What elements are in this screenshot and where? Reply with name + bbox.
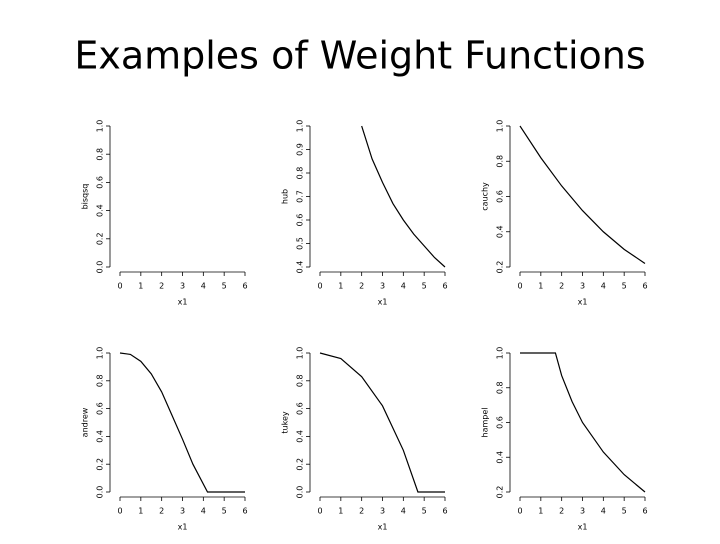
x-tick-label: 4 bbox=[401, 282, 406, 291]
x-tick-label: 6 bbox=[642, 282, 647, 291]
x-tick-label: 2 bbox=[559, 507, 564, 516]
x-tick-label: 4 bbox=[601, 507, 606, 516]
x-tick-label: 5 bbox=[622, 507, 627, 516]
x-tick-label: 4 bbox=[601, 282, 606, 291]
y-tick-label: 0.4 bbox=[296, 261, 305, 274]
y-tick-label: 0.0 bbox=[96, 486, 105, 499]
y-tick-label: 0.8 bbox=[496, 381, 505, 394]
y-tick-label: 0.8 bbox=[496, 155, 505, 168]
x-tick-label: 1 bbox=[538, 282, 543, 291]
y-tick-label: 0.0 bbox=[296, 486, 305, 499]
y-tick-label: 0.6 bbox=[96, 176, 105, 189]
weight-line bbox=[119, 352, 245, 493]
x-tick-label: 0 bbox=[517, 507, 522, 516]
x-tick-label: 0 bbox=[517, 282, 522, 291]
y-tick-label: 0.2 bbox=[496, 261, 505, 274]
y-tick-label: 0.6 bbox=[496, 190, 505, 203]
x-tick-label: 6 bbox=[242, 282, 247, 291]
x-tick-label: 3 bbox=[380, 282, 385, 291]
x-tick-label: 5 bbox=[222, 282, 227, 291]
y-axis-label: hub bbox=[281, 189, 290, 204]
x-tick-label: 3 bbox=[180, 282, 185, 291]
x-tick-label: 0 bbox=[317, 282, 322, 291]
x-tick-label: 1 bbox=[538, 507, 543, 516]
y-tick-label: 0.6 bbox=[496, 416, 505, 429]
x-tick-label: 1 bbox=[138, 282, 143, 291]
x-tick-label: 3 bbox=[380, 507, 385, 516]
y-tick-label: 1.0 bbox=[96, 120, 105, 133]
x-tick-label: 1 bbox=[138, 507, 143, 516]
x-axis-label: x1 bbox=[578, 298, 588, 307]
x-axis-label: x1 bbox=[378, 523, 388, 532]
x-tick-label: 2 bbox=[159, 507, 164, 516]
x-tick-label: 3 bbox=[580, 507, 585, 516]
y-tick-label: 1.0 bbox=[296, 120, 305, 133]
weight-line bbox=[361, 125, 446, 268]
y-tick-label: 1.0 bbox=[496, 347, 505, 360]
y-tick-label: 0.6 bbox=[296, 214, 305, 227]
x-tick-label: 0 bbox=[317, 507, 322, 516]
x-tick-label: 6 bbox=[242, 507, 247, 516]
x-axis-label: x1 bbox=[178, 523, 188, 532]
y-tick-label: 0.2 bbox=[96, 232, 105, 245]
y-tick-label: 0.8 bbox=[96, 148, 105, 161]
y-tick-label: 0.4 bbox=[496, 451, 505, 464]
x-tick-label: 3 bbox=[580, 282, 585, 291]
y-tick-label: 0.9 bbox=[296, 143, 305, 156]
x-tick-label: 1 bbox=[338, 282, 343, 291]
x-tick-label: 5 bbox=[222, 507, 227, 516]
slide-title: Examples of Weight Functions bbox=[74, 34, 645, 78]
x-tick-label: 2 bbox=[559, 282, 564, 291]
x-tick-label: 2 bbox=[359, 507, 364, 516]
y-tick-label: 0.4 bbox=[296, 430, 305, 443]
x-tick-label: 6 bbox=[442, 507, 447, 516]
y-tick-label: 1.0 bbox=[496, 120, 505, 133]
y-tick-label: 0.6 bbox=[296, 402, 305, 415]
y-tick-label: 0.8 bbox=[296, 167, 305, 180]
x-tick-label: 3 bbox=[180, 507, 185, 516]
x-axis-label: x1 bbox=[178, 298, 188, 307]
x-tick-label: 4 bbox=[201, 507, 206, 516]
y-axis-label: andrew bbox=[81, 407, 90, 437]
y-tick-label: 1.0 bbox=[296, 347, 305, 360]
y-tick-label: 0.4 bbox=[96, 204, 105, 217]
y-tick-label: 0.6 bbox=[96, 402, 105, 415]
x-tick-label: 6 bbox=[442, 282, 447, 291]
x-tick-label: 4 bbox=[201, 282, 206, 291]
x-tick-label: 2 bbox=[159, 282, 164, 291]
y-tick-label: 0.2 bbox=[496, 486, 505, 499]
y-axis-label: bisqsq bbox=[81, 184, 90, 210]
x-tick-label: 4 bbox=[401, 507, 406, 516]
y-tick-label: 0.4 bbox=[496, 225, 505, 238]
x-tick-label: 6 bbox=[642, 507, 647, 516]
y-tick-label: 0.0 bbox=[96, 261, 105, 274]
y-tick-label: 0.2 bbox=[96, 458, 105, 471]
x-tick-label: 2 bbox=[359, 282, 364, 291]
y-tick-label: 0.2 bbox=[296, 458, 305, 471]
y-axis-label: cauchy bbox=[481, 182, 490, 211]
x-tick-label: 0 bbox=[117, 507, 122, 516]
x-tick-label: 0 bbox=[117, 282, 122, 291]
y-tick-label: 0.5 bbox=[296, 237, 305, 250]
y-tick-label: 0.4 bbox=[96, 430, 105, 443]
weight-line bbox=[520, 352, 646, 493]
weight-line bbox=[319, 352, 445, 493]
y-tick-label: 0.8 bbox=[96, 374, 105, 387]
y-axis-label: tukey bbox=[281, 411, 290, 433]
x-tick-label: 5 bbox=[422, 282, 427, 291]
x-tick-label: 5 bbox=[622, 282, 627, 291]
y-tick-label: 1.0 bbox=[96, 347, 105, 360]
x-axis-label: x1 bbox=[578, 523, 588, 532]
y-tick-label: 0.7 bbox=[296, 190, 305, 203]
x-tick-label: 1 bbox=[338, 507, 343, 516]
x-tick-label: 5 bbox=[422, 507, 427, 516]
weight-line bbox=[519, 125, 646, 264]
y-tick-label: 0.8 bbox=[296, 374, 305, 387]
y-axis-label: hampel bbox=[481, 408, 490, 438]
x-axis-label: x1 bbox=[378, 298, 388, 307]
